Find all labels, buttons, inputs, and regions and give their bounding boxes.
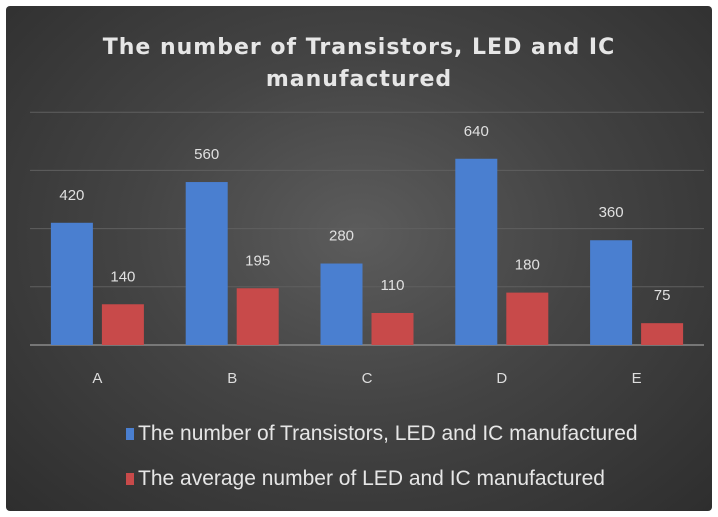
data-label-series-2-A: 140	[110, 268, 135, 285]
data-label-series-2-B: 195	[245, 252, 270, 269]
category-label-B: B	[227, 370, 237, 387]
data-label-series-1-C: 280	[329, 228, 354, 245]
bar-series-2-C	[371, 312, 414, 345]
category-label-C: C	[362, 370, 373, 387]
data-label-series-2-E: 75	[654, 287, 671, 304]
data-label-series-1-B: 560	[194, 146, 219, 163]
chart-frame: The number of Transistors, LED and IC ma…	[6, 6, 712, 511]
bar-series-2-E	[641, 323, 684, 345]
chart-title-line-1: The number of Transistors, LED and IC	[103, 35, 616, 60]
bar-series-1-A	[50, 222, 93, 345]
legend-label-series-1: The number of Transistors, LED and IC ma…	[138, 422, 638, 445]
legend: The number of Transistors, LED and IC ma…	[126, 422, 638, 490]
chart-title-line-2: manufactured	[266, 67, 452, 92]
data-labels: 420 140 560 195 280 110 640 180 360 75	[59, 123, 670, 304]
bars	[50, 158, 684, 345]
data-label-series-2-D: 180	[515, 257, 540, 274]
bar-series-2-A	[101, 304, 144, 345]
data-label-series-2-C: 110	[381, 277, 405, 294]
category-ticks: A B C D E	[92, 370, 641, 387]
bar-series-2-B	[236, 288, 279, 345]
bar-series-1-C	[320, 263, 363, 345]
bar-series-1-B	[185, 182, 228, 345]
data-label-series-1-E: 360	[599, 204, 624, 221]
legend-label-series-2: The average number of LED and IC manufac…	[138, 467, 605, 490]
legend-swatch-series-1	[126, 428, 134, 440]
category-label-E: E	[632, 370, 642, 387]
bar-series-1-D	[455, 158, 498, 345]
category-label-D: D	[496, 370, 507, 387]
bar-chart: The number of Transistors, LED and IC ma…	[30, 35, 704, 490]
bar-series-1-E	[590, 240, 633, 345]
legend-swatch-series-2	[126, 473, 134, 485]
category-label-A: A	[92, 370, 102, 387]
data-label-series-1-A: 420	[59, 187, 84, 204]
data-label-series-1-D: 640	[464, 123, 489, 140]
bar-series-2-D	[506, 292, 549, 345]
